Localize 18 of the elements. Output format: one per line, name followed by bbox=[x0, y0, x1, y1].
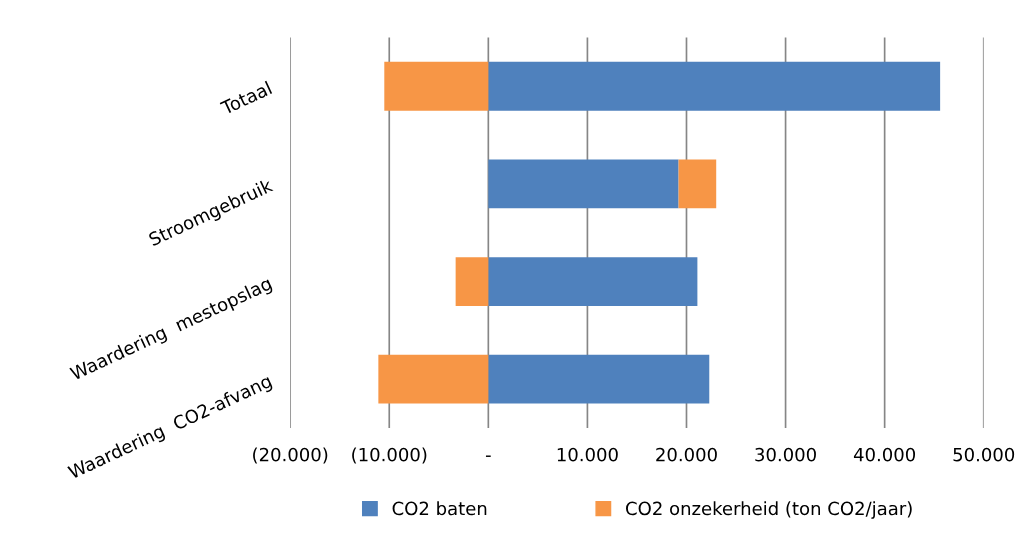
bar bbox=[678, 159, 717, 209]
legend-label: CO2 baten bbox=[392, 501, 487, 516]
bar bbox=[384, 61, 489, 111]
bar bbox=[488, 257, 698, 306]
x-tick-label: 30.000 bbox=[755, 447, 816, 462]
x-tick-label: 20.000 bbox=[656, 447, 717, 462]
x-tick-label: (10.000) bbox=[352, 447, 427, 464]
bar bbox=[488, 159, 679, 209]
legend-label: CO2 onzekerheid (ton CO2/jaar) bbox=[626, 501, 912, 519]
x-tick-label: 50.000 bbox=[953, 447, 1015, 462]
x-tick-label: 10.000 bbox=[557, 447, 618, 462]
bar bbox=[455, 257, 489, 306]
x-tick-label: (20.000) bbox=[253, 447, 328, 464]
bar bbox=[488, 354, 710, 404]
bar bbox=[488, 61, 941, 111]
x-tick-label: - bbox=[485, 455, 491, 457]
bar bbox=[378, 354, 489, 404]
x-tick-label: 40.000 bbox=[853, 447, 916, 462]
